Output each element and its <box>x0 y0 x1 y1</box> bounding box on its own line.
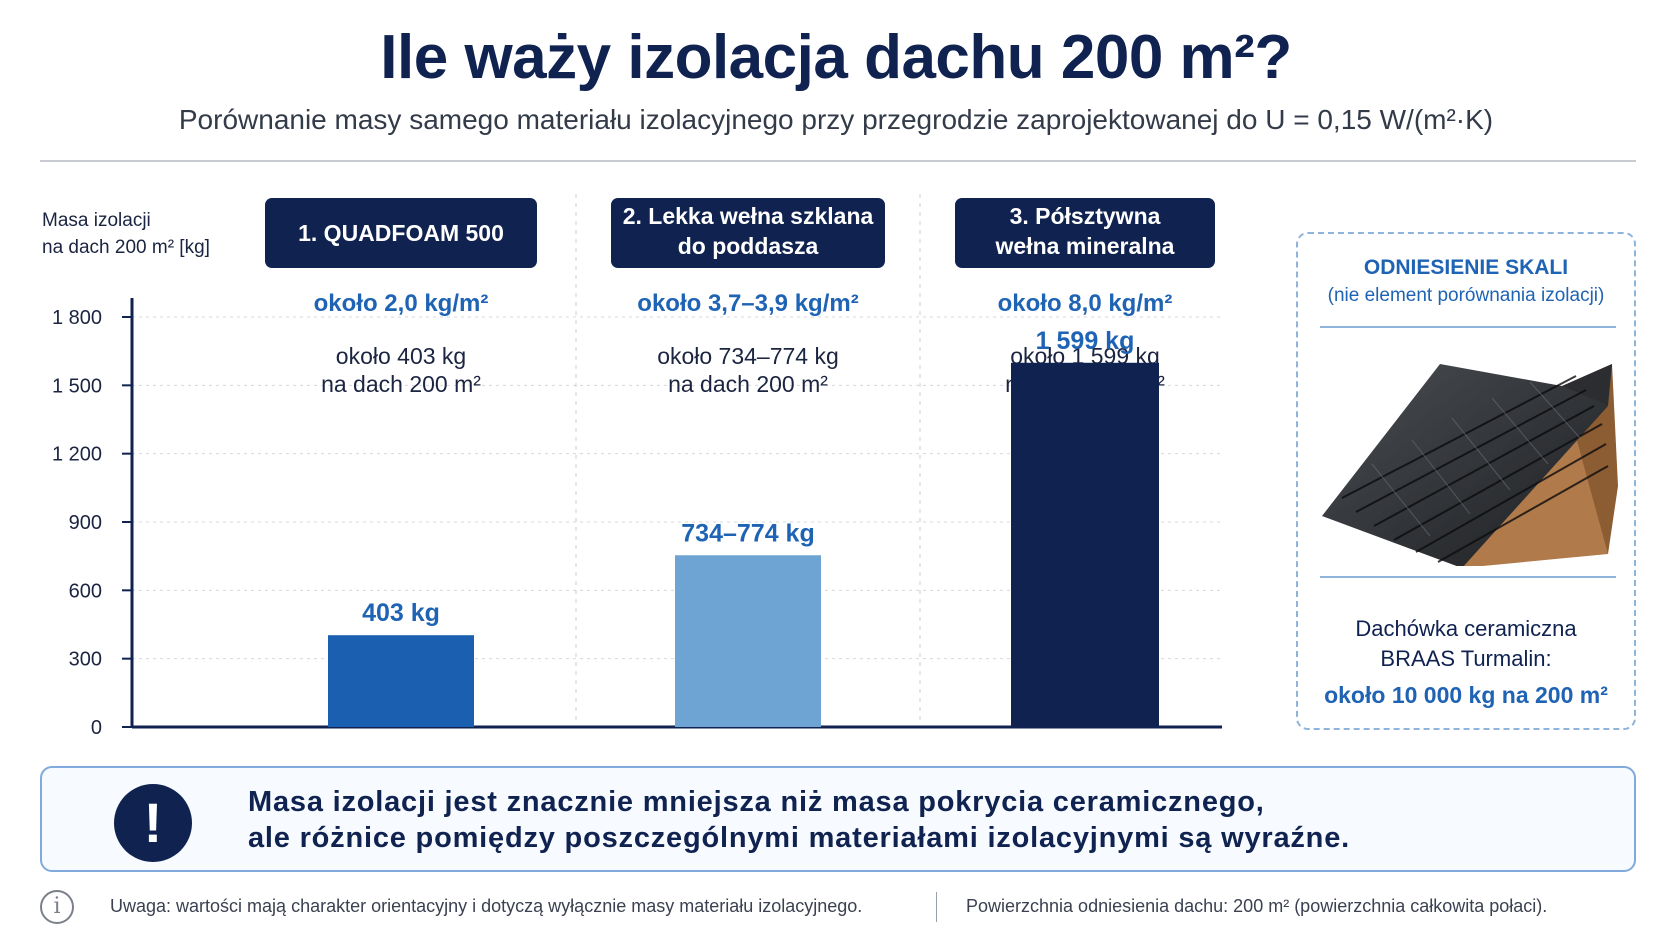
header-divider <box>40 160 1636 162</box>
footer-separator <box>936 892 937 922</box>
bar-value-label: 403 kg <box>362 599 440 627</box>
category-density-label: około 2,0 kg/m² <box>314 290 489 317</box>
category-header-label: 1. QUADFOAM 500 <box>298 220 504 246</box>
category-header-box <box>955 198 1215 268</box>
y-tick-label: 300 <box>69 649 102 671</box>
exclamation-icon: ! <box>114 784 192 862</box>
conclusion-note: ! Masa izolacji jest znacznie mniejsza n… <box>40 766 1636 872</box>
footer-note-left: Uwaga: wartości mają charakter orientacy… <box>110 896 863 916</box>
mass-bar-chart: Masa izolacji na dach 200 m² [kg] 0 300 600 9… <box>42 194 1222 739</box>
y-tick-label: 900 <box>69 512 102 534</box>
category-mass-label: około 403 kg <box>336 343 466 369</box>
y-tick-label: 600 <box>69 580 102 602</box>
page-subtitle: Porównanie masy samego materiału izolacy… <box>178 104 1494 135</box>
info-icon: i <box>40 890 74 924</box>
y-tick-label: 1 200 <box>52 444 102 466</box>
category-header-box <box>265 198 537 268</box>
roof-tile-image <box>1322 364 1618 566</box>
category-header-label: do poddasza <box>678 233 819 259</box>
category-mass-label: około 734–774 kg <box>657 343 839 369</box>
footer-note-right: Powierzchnia odniesienia dachu: 200 m² (… <box>966 896 1548 916</box>
reference-title: ODNIESIENIE SKALI <box>1363 256 1569 279</box>
y-tick-label: 1 800 <box>52 307 102 329</box>
note-line1: Masa izolacji jest znacznie mniejsza niż… <box>248 786 1265 818</box>
category-mass-label: na dach 200 m² <box>668 371 828 397</box>
category-density-label: około 3,7–3,9 kg/m² <box>637 290 858 317</box>
bar <box>1011 362 1159 727</box>
category-header-label: 2. Lekka wełna szklana <box>623 203 874 229</box>
reference-subtitle: (nie element porównania izolacji) <box>1327 285 1605 306</box>
page-title: Ile waży izolacja dachu 200 m²? <box>380 23 1292 92</box>
reference-value: około 10 000 kg na 200 m² <box>1324 682 1608 708</box>
category-mass-label: na dach 200 m² <box>321 371 481 397</box>
category-header-box <box>611 198 885 268</box>
y-tick-label: 0 <box>91 717 102 739</box>
category-header-label: wełna mineralna <box>995 233 1175 259</box>
reference-divider-top <box>1320 326 1616 328</box>
bar-value-label: 734–774 kg <box>681 519 814 547</box>
reference-name-line1: Dachówka ceramiczna <box>1355 616 1577 641</box>
note-line2: ale różnice pomiędzy poszczególnymi mate… <box>248 822 1350 854</box>
y-axis-label-line: na dach 200 m² [kg] <box>42 237 210 258</box>
y-tick-label: 1 500 <box>52 375 102 397</box>
y-axis-label-line: Masa izolacji <box>42 210 151 231</box>
bar <box>328 635 474 727</box>
category-density-label: około 8,0 kg/m² <box>998 290 1173 317</box>
scale-reference-panel: ODNIESIENIE SKALI (nie element porównani… <box>1296 232 1636 730</box>
bar-value-label: 1 599 kg <box>1036 327 1135 355</box>
reference-name-line2: BRAAS Turmalin: <box>1380 646 1552 671</box>
bar <box>675 555 821 727</box>
reference-divider-bottom <box>1320 576 1616 578</box>
category-header-label: 3. Półsztywna <box>1010 203 1161 229</box>
